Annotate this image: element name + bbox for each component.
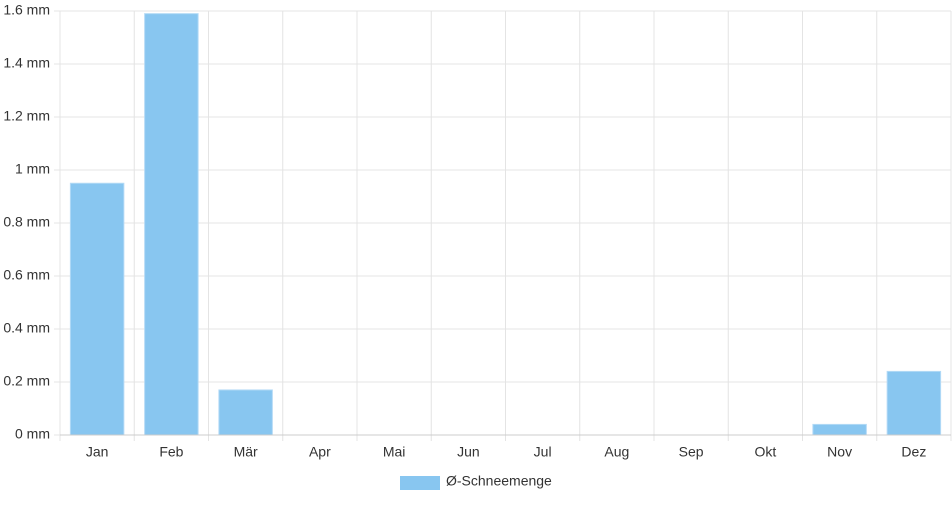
y-tick-label: 1.4 mm xyxy=(3,55,50,71)
y-tick-label: 1.2 mm xyxy=(3,108,50,124)
bar xyxy=(218,389,273,436)
x-tick-label: Apr xyxy=(309,444,331,460)
y-tick-label: 0 mm xyxy=(15,426,50,442)
y-tick-label: 1.6 mm xyxy=(3,2,50,18)
legend-label: Ø-Schneemenge xyxy=(446,473,552,489)
y-tick-label: 1 mm xyxy=(15,161,50,177)
x-tick-label: Okt xyxy=(754,444,776,460)
x-tick-label: Aug xyxy=(604,444,629,460)
x-tick-label: Sep xyxy=(679,444,704,460)
legend-swatch xyxy=(400,476,440,490)
x-tick-label: Jul xyxy=(534,444,552,460)
x-tick-label: Dez xyxy=(901,444,926,460)
x-tick-label: Nov xyxy=(827,444,852,460)
bar xyxy=(886,370,942,436)
x-tick-label: Jan xyxy=(86,444,109,460)
bar xyxy=(144,13,199,436)
y-tick-label: 0.4 mm xyxy=(3,320,50,336)
y-tick-label: 0.6 mm xyxy=(3,267,50,283)
x-tick-label: Jun xyxy=(457,444,480,460)
bar xyxy=(812,423,867,436)
x-tick-label: Mai xyxy=(383,444,406,460)
x-tick-label: Mär xyxy=(234,444,258,460)
y-tick-label: 0.8 mm xyxy=(3,214,50,230)
x-tick-label: Feb xyxy=(159,444,183,460)
y-tick-label: 0.2 mm xyxy=(3,373,50,389)
bar xyxy=(69,182,125,436)
